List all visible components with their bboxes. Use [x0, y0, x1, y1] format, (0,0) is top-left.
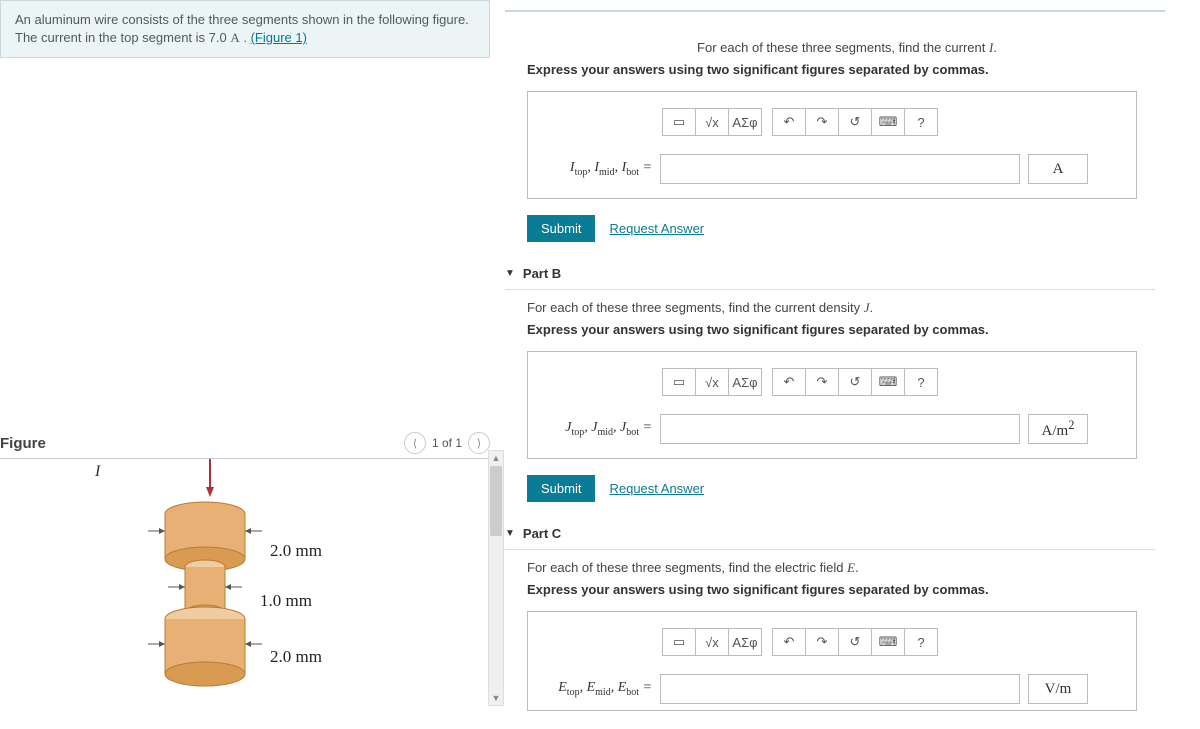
figure-canvas: I: [0, 459, 490, 729]
part-b-separator: [505, 289, 1155, 290]
part-b-title: Part B: [523, 266, 561, 281]
templates-icon[interactable]: ▭: [662, 628, 696, 656]
part-b-units: A/m2: [1028, 414, 1088, 444]
part-c-answer-box: ▭ √x ΑΣφ ↶ ↷ ↺ ⌨ ? Etop, Emid, Ebot = V/…: [527, 611, 1137, 711]
redo-icon[interactable]: ↷: [805, 628, 839, 656]
figure-nav-label: 1 of 1: [432, 436, 462, 450]
part-a-request-answer[interactable]: Request Answer: [609, 221, 704, 236]
figure-nav: ⟨ 1 of 1 ⟩: [404, 432, 490, 454]
part-c-header[interactable]: ▼ Part C: [505, 526, 1195, 541]
part-b-toolbar: ▭ √x ΑΣφ ↶ ↷ ↺ ⌨ ?: [662, 368, 1122, 396]
current-arrow-label: I: [95, 463, 100, 481]
scroll-up-icon[interactable]: ▲: [489, 451, 503, 465]
part-c-title: Part C: [523, 526, 561, 541]
help-icon[interactable]: ?: [904, 628, 938, 656]
part-b-intro-suffix: .: [870, 300, 874, 315]
undo-icon[interactable]: ↶: [772, 368, 806, 396]
part-a-input-row: Itop, Imid, Ibot = A: [542, 154, 1122, 184]
greek-button[interactable]: ΑΣφ: [728, 108, 762, 136]
part-b-express: Express your answers using two significa…: [527, 322, 1195, 337]
help-icon[interactable]: ?: [904, 108, 938, 136]
greek-button[interactable]: ΑΣφ: [728, 368, 762, 396]
part-b: For each of these three segments, find t…: [505, 300, 1195, 502]
figure-next-button[interactable]: ⟩: [468, 432, 490, 454]
part-b-intro: For each of these three segments, find t…: [527, 300, 1195, 316]
part-a-intro: For each of these three segments, find t…: [607, 40, 1087, 56]
figure-link[interactable]: (Figure 1): [251, 30, 307, 45]
problem-unit: A: [230, 30, 239, 45]
part-b-intro-prefix: For each of these three segments, find t…: [527, 300, 864, 315]
problem-after: .: [240, 30, 247, 45]
part-a-submit-button[interactable]: Submit: [527, 215, 595, 242]
part-a-intro-prefix: For each of these three segments, find t…: [697, 40, 989, 55]
part-a-lhs: Itop, Imid, Ibot =: [542, 160, 652, 178]
part-c-intro-suffix: .: [855, 560, 859, 575]
dim-top: 2.0 mm: [270, 541, 322, 561]
part-c-toolbar: ▭ √x ΑΣφ ↶ ↷ ↺ ⌨ ?: [662, 628, 1122, 656]
part-c-input-row: Etop, Emid, Ebot = V/m: [542, 674, 1122, 704]
part-c-input[interactable]: [660, 674, 1020, 704]
dim-mid: 1.0 mm: [260, 591, 312, 611]
figure-prev-button[interactable]: ⟨: [404, 432, 426, 454]
sqrt-icon[interactable]: √x: [695, 628, 729, 656]
problem-statement: An aluminum wire consists of the three s…: [0, 0, 490, 58]
part-b-request-answer[interactable]: Request Answer: [609, 481, 704, 496]
part-a-units: A: [1028, 154, 1088, 184]
sqrt-icon[interactable]: √x: [695, 108, 729, 136]
help-icon[interactable]: ?: [904, 368, 938, 396]
sqrt-icon[interactable]: √x: [695, 368, 729, 396]
figure-header: Figure ⟨ 1 of 1 ⟩: [0, 428, 490, 459]
part-a: For each of these three segments, find t…: [505, 40, 1195, 242]
scroll-thumb[interactable]: [490, 466, 502, 536]
part-c-separator: [505, 549, 1155, 550]
part-b-input[interactable]: [660, 414, 1020, 444]
reset-icon[interactable]: ↺: [838, 368, 872, 396]
redo-icon[interactable]: ↷: [805, 368, 839, 396]
greek-button[interactable]: ΑΣφ: [728, 628, 762, 656]
keyboard-icon[interactable]: ⌨: [871, 368, 905, 396]
part-c-units: V/m: [1028, 674, 1088, 704]
part-b-header[interactable]: ▼ Part B: [505, 266, 1195, 281]
templates-icon[interactable]: ▭: [662, 108, 696, 136]
part-c-var: E: [847, 560, 855, 575]
undo-icon[interactable]: ↶: [772, 108, 806, 136]
part-a-answer-box: ▭ √x ΑΣφ ↶ ↷ ↺ ⌨ ? Itop, Imid, Ibot = A: [527, 91, 1137, 199]
reset-icon[interactable]: ↺: [838, 108, 872, 136]
section-rule: [505, 10, 1165, 12]
part-a-intro-suffix: .: [993, 40, 997, 55]
part-c: For each of these three segments, find t…: [505, 560, 1195, 711]
part-b-answer-box: ▭ √x ΑΣφ ↶ ↷ ↺ ⌨ ? Jtop, Jmid, Jbot = A/…: [527, 351, 1137, 459]
collapse-icon: ▼: [505, 268, 515, 279]
keyboard-icon[interactable]: ⌨: [871, 628, 905, 656]
part-c-express: Express your answers using two significa…: [527, 582, 1195, 597]
part-c-intro: For each of these three segments, find t…: [527, 560, 1195, 576]
part-b-submit-row: Submit Request Answer: [527, 475, 1195, 502]
undo-icon[interactable]: ↶: [772, 628, 806, 656]
redo-icon[interactable]: ↷: [805, 108, 839, 136]
reset-icon[interactable]: ↺: [838, 628, 872, 656]
scroll-down-icon[interactable]: ▼: [489, 691, 503, 705]
part-b-input-row: Jtop, Jmid, Jbot = A/m2: [542, 414, 1122, 444]
part-a-submit-row: Submit Request Answer: [527, 215, 1195, 242]
dim-bot: 2.0 mm: [270, 647, 322, 667]
collapse-icon: ▼: [505, 528, 515, 539]
part-c-intro-prefix: For each of these three segments, find t…: [527, 560, 847, 575]
figure-scrollbar[interactable]: ▲ ▼: [488, 450, 504, 706]
part-b-lhs: Jtop, Jmid, Jbot =: [542, 420, 652, 438]
part-a-toolbar: ▭ √x ΑΣφ ↶ ↷ ↺ ⌨ ?: [662, 108, 1122, 136]
part-b-submit-button[interactable]: Submit: [527, 475, 595, 502]
keyboard-icon[interactable]: ⌨: [871, 108, 905, 136]
part-a-express: Express your answers using two significa…: [527, 62, 1195, 77]
wire-diagram: [120, 459, 290, 714]
part-c-lhs: Etop, Emid, Ebot =: [542, 680, 652, 698]
figure-title: Figure: [0, 435, 46, 452]
templates-icon[interactable]: ▭: [662, 368, 696, 396]
part-a-input[interactable]: [660, 154, 1020, 184]
